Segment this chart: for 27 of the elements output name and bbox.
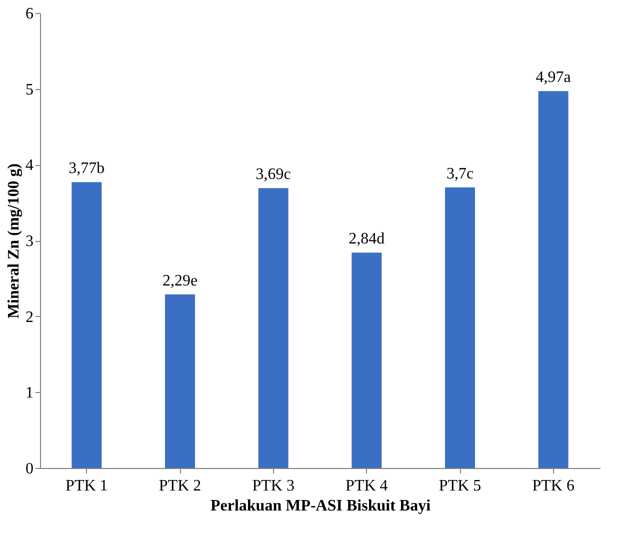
- x-tick-label: PTK 1: [66, 478, 108, 494]
- bar: [72, 182, 102, 468]
- y-tick-label: 4: [26, 157, 34, 174]
- y-tick-label: 0: [26, 460, 34, 478]
- bar: [538, 91, 568, 468]
- bar: [165, 294, 195, 468]
- bar: [352, 252, 382, 468]
- bar: [258, 188, 288, 468]
- data-label: 3,69c: [256, 166, 291, 184]
- data-label: 4,97a: [536, 69, 571, 86]
- data-label: 2,84d: [348, 230, 385, 248]
- y-tick-label: 5: [26, 81, 34, 98]
- y-tick-label: 6: [26, 6, 34, 22]
- x-tick-label: PTK 4: [346, 478, 388, 494]
- x-tick-label: PTK 2: [158, 478, 202, 494]
- data-label: 3,7c: [446, 165, 474, 182]
- y-tick-label: 3: [26, 233, 34, 250]
- data-label: 3,77b: [68, 160, 105, 178]
- x-axis-title: Perlakuan MP-ASI Biskuit Bayi: [210, 498, 432, 514]
- x-tick-label: PTK 6: [532, 478, 574, 494]
- y-tick-label: 2: [26, 308, 34, 326]
- x-tick-label: PTK 3: [252, 478, 294, 494]
- y-tick-label: 1: [26, 384, 34, 402]
- x-tick-label: PTK 5: [438, 478, 482, 494]
- data-label: 2,29e: [162, 272, 198, 290]
- bar: [445, 187, 475, 468]
- y-axis-title: Mineral Zn (mg/100 g): [6, 163, 22, 319]
